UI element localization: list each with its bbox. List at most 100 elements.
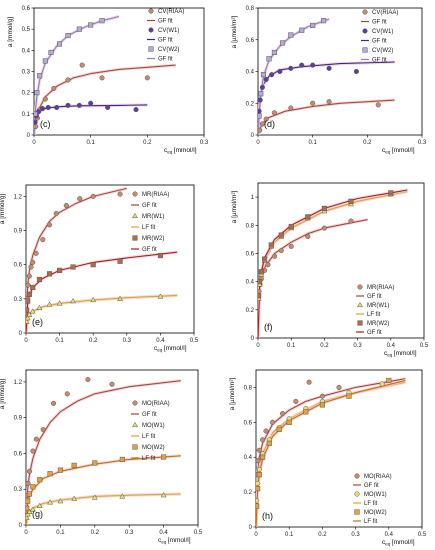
chart-panel-d: 0 0.1 0.2 0.3 0 0.2 0.4 0.6 0.8 a [µmol/m²] ceq [mm… [231, 6, 427, 155]
x-tick-label: 0.2 [89, 338, 98, 344]
data-point [65, 32, 71, 39]
fit-line-1 [256, 378, 406, 527]
data-point [348, 218, 354, 224]
x-tick-label: 0.4 [385, 532, 394, 538]
legend-marker-swatch [357, 320, 363, 326]
data-point [319, 393, 325, 399]
fit-line-1 [26, 380, 181, 525]
data-point [319, 402, 325, 408]
plot-area [256, 377, 406, 527]
data-point [46, 271, 53, 277]
chart-panel-e: 0 0.1 0.2 0.3 0.4 0.5 0 0.3 0.6 0.9 1.2 a [mmol/g] c… [0, 184, 199, 353]
x-tick-label: 0.2 [318, 532, 327, 538]
legend: CV(RIAA) GF fit CV(W1) GF fit CV(W2) GF fit [147, 8, 184, 63]
panel-label: (h) [262, 511, 273, 521]
legend-label: GF fit [372, 58, 387, 64]
x-tick-label: 0.3 [351, 532, 360, 538]
data-point [258, 288, 262, 295]
legend-label: MO(W2) [142, 445, 165, 451]
data-point [33, 250, 39, 256]
data-point [90, 193, 96, 199]
data-point [26, 468, 32, 474]
y-tick-label: 0.8 [244, 385, 253, 391]
y-tick-label: 0.2 [246, 308, 255, 314]
data-series-3 [34, 18, 105, 117]
data-point [321, 205, 327, 211]
y-tick-label: 0.1 [22, 112, 31, 118]
data-point [26, 291, 32, 297]
y-tick-label: 0.8 [246, 223, 255, 229]
data-point [26, 491, 32, 497]
data-point [256, 458, 261, 464]
data-point [34, 111, 38, 117]
legend-marker-swatch [132, 444, 138, 450]
x-tick-label: 0.5 [190, 338, 199, 344]
data-series-2 [26, 492, 167, 520]
data-point [53, 210, 59, 217]
y-tick-label: 0.4 [246, 280, 255, 286]
y-tick-label: 0.3 [14, 297, 23, 303]
x-tick-label: 0 [256, 140, 260, 146]
data-point [379, 381, 385, 387]
x-tick-label: 0.3 [125, 530, 134, 536]
data-point [258, 127, 263, 133]
data-point [310, 62, 316, 68]
legend-label: GF fit [372, 20, 387, 26]
data-point [46, 222, 53, 228]
y-tick-label: 0.5 [22, 27, 31, 33]
data-point [161, 454, 167, 460]
data-point [105, 104, 111, 111]
data-point [288, 224, 294, 230]
data-point [30, 448, 36, 454]
panel-label: (d) [264, 119, 275, 129]
y-tick-label: 0.2 [246, 101, 255, 107]
x-axis-label-sub: eq [167, 150, 173, 155]
data-point [26, 480, 31, 486]
data-point [28, 264, 34, 270]
y-axis-label: a [µmol/m²] [231, 190, 238, 223]
data-point [36, 502, 43, 509]
data-point [26, 311, 33, 317]
plot-frame [33, 7, 205, 136]
legend-label: GF fit [142, 247, 157, 253]
x-tick-label: 0.5 [194, 530, 203, 536]
x-axis-label-unit: [mmol/l] [394, 350, 417, 357]
plot-frame [25, 369, 199, 526]
legend-label: CV(W1) [372, 29, 393, 35]
x-axis-label: ceq [mmol/l] [382, 539, 415, 547]
data-point [336, 384, 342, 390]
legend-marker-swatch [132, 400, 138, 406]
data-point [157, 293, 164, 299]
y-tick-label: 0.9 [14, 416, 23, 422]
data-point [54, 104, 60, 111]
data-point [157, 253, 163, 259]
data-point [346, 393, 352, 399]
data-point [45, 104, 51, 111]
y-tick-label: 0.9 [14, 229, 23, 235]
x-axis-label: ceq [mmol/l] [158, 537, 191, 545]
data-series-2 [26, 293, 164, 324]
x-tick-label: 0.2 [143, 140, 152, 146]
plot-frame [255, 369, 423, 528]
y-tick-label: 0 [19, 331, 23, 337]
data-point [256, 447, 262, 453]
data-point [133, 107, 139, 113]
x-axis-label-main: c [154, 345, 158, 352]
legend-label: MO(W2) [364, 510, 387, 516]
x-axis-label-sub: eq [161, 540, 167, 545]
data-point [272, 253, 278, 259]
y-tick-label: 0.6 [244, 420, 253, 426]
data-point [77, 196, 83, 202]
data-point [37, 477, 43, 483]
data-point [85, 376, 91, 383]
data-point [310, 22, 316, 29]
data-point [63, 202, 69, 209]
data-point [256, 486, 261, 492]
legend-label: MR(W1) [367, 303, 389, 309]
data-point [117, 191, 123, 197]
data-point [277, 68, 283, 75]
legend-label: LF fit [364, 519, 378, 525]
legend-label: CV(W2) [372, 48, 393, 54]
legend: MR(RIAA) GF fit MR(W1) LF fit MR(W2) GF fit [131, 191, 169, 253]
x-axis-label-unit: [mmol/l] [392, 539, 415, 546]
